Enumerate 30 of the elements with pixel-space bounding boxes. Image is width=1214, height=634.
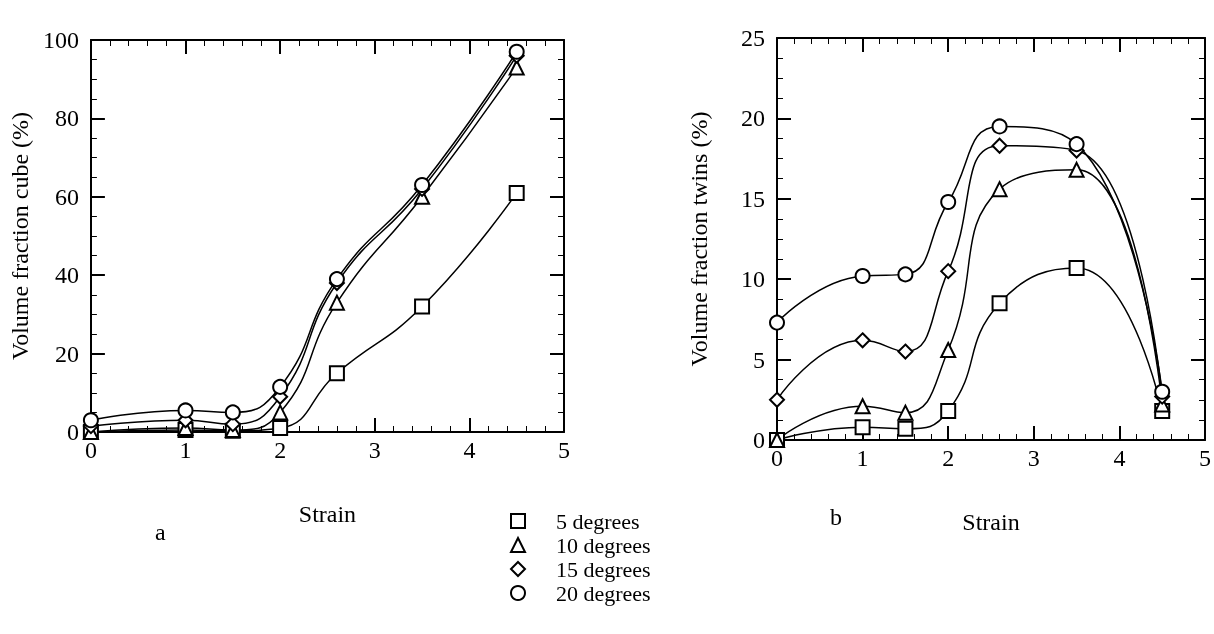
x-tick-label: 3: [1027, 445, 1040, 471]
y-axis-title: Volume fraction twins (%): [686, 111, 712, 367]
x-tick-label: 0: [84, 437, 97, 463]
y-tick-label: 5: [753, 346, 765, 373]
y-tick-label: 0: [66, 419, 79, 445]
x-tick-label: 4: [1113, 445, 1126, 471]
y-tick-label: 20: [54, 340, 79, 367]
text: b: [830, 504, 842, 530]
x-tick-label: 4: [463, 437, 476, 463]
x-tick-label: 1: [856, 445, 869, 471]
text: a: [155, 519, 166, 545]
x-tick-label: 3: [368, 437, 381, 463]
y-tick-label: 15: [741, 185, 765, 212]
x-tick-label: 0: [771, 445, 783, 471]
y-tick-label: 80: [54, 105, 79, 132]
y-tick-label: 60: [54, 183, 79, 210]
y-tick-label: 100: [42, 27, 79, 53]
y-tick-label: 25: [741, 25, 765, 51]
x-tick-label: 5: [1199, 445, 1211, 471]
x-axis-title: Strain: [962, 509, 1020, 535]
x-tick-label: 2: [942, 445, 955, 471]
legend-label: 5 degrees: [556, 508, 640, 534]
x-tick-label: 1: [179, 437, 192, 463]
x-axis-title: Strain: [298, 501, 357, 527]
y-tick-label: 10: [741, 266, 765, 293]
x-tick-label: 5: [558, 437, 570, 463]
y-axis-title: Volume fraction cube (%): [7, 111, 33, 361]
x-tick-label: 2: [274, 437, 287, 463]
y-tick-label: 20: [741, 105, 765, 132]
y-tick-label: 40: [54, 262, 79, 289]
